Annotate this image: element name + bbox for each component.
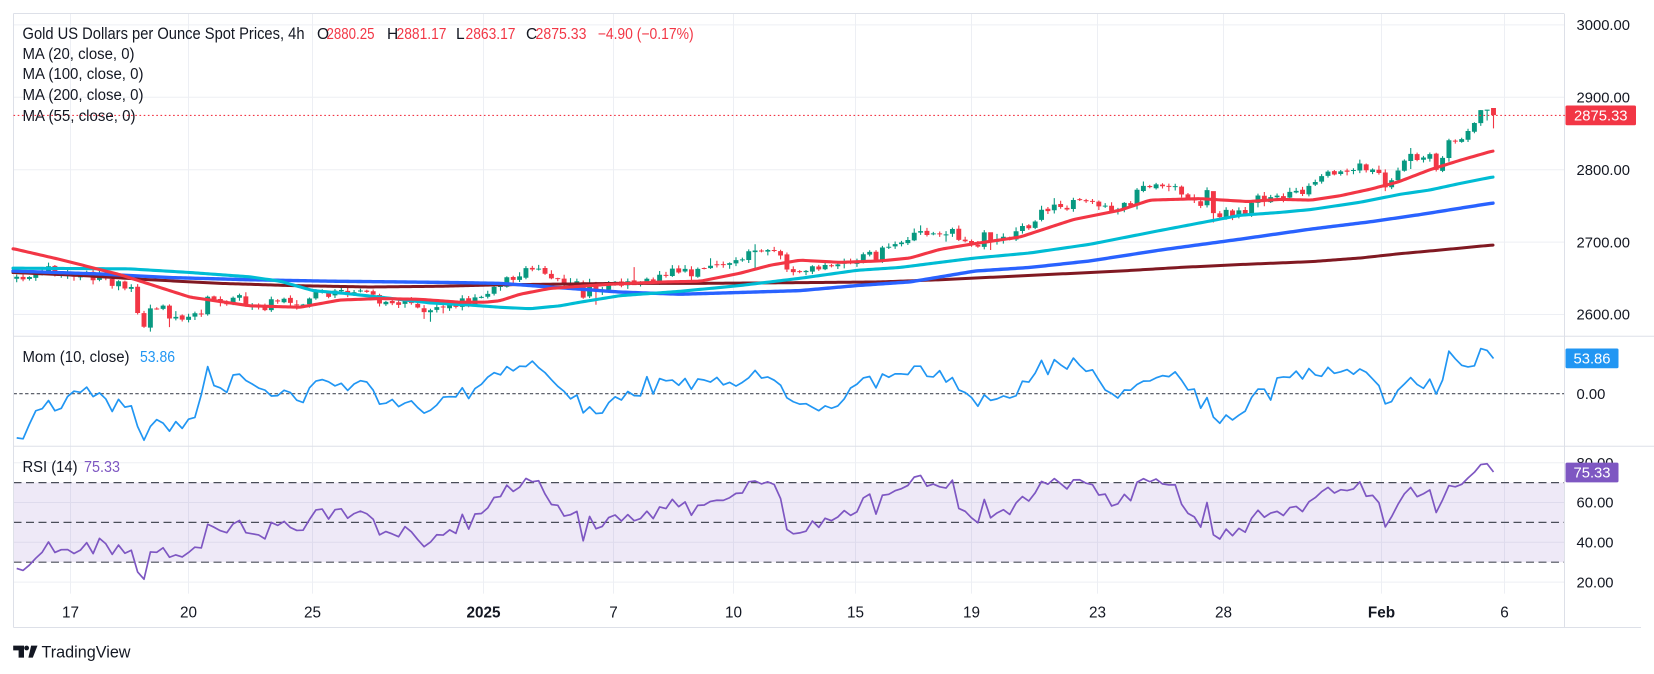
svg-text:H: H	[387, 26, 398, 43]
svg-text:2880.25: 2880.25	[327, 26, 375, 43]
svg-text:10: 10	[725, 605, 742, 622]
svg-text:25: 25	[304, 605, 321, 622]
svg-text:C: C	[526, 26, 537, 43]
svg-text:RSI (14): RSI (14)	[23, 459, 78, 476]
svg-text:2863.17: 2863.17	[466, 26, 516, 43]
svg-text:60.00: 60.00	[1577, 496, 1614, 512]
svg-text:2700.00: 2700.00	[1577, 235, 1631, 251]
svg-text:75.33: 75.33	[1573, 466, 1610, 482]
svg-text:19: 19	[963, 605, 980, 622]
svg-text:75.33: 75.33	[84, 459, 120, 476]
svg-text:17: 17	[62, 605, 79, 622]
svg-text:6: 6	[1500, 605, 1509, 622]
svg-text:2881.17: 2881.17	[397, 26, 447, 43]
svg-text:28: 28	[1215, 605, 1232, 622]
svg-text:MA (55, close, 0): MA (55, close, 0)	[23, 108, 136, 125]
svg-text:MA (20, close, 0): MA (20, close, 0)	[23, 46, 135, 63]
svg-text:0.00: 0.00	[1577, 387, 1606, 403]
svg-text:−4.90 (−0.17%): −4.90 (−0.17%)	[598, 26, 694, 43]
svg-text:Gold US Dollars per Ounce Spot: Gold US Dollars per Ounce Spot Prices, 4…	[23, 24, 305, 43]
svg-text:O: O	[317, 26, 329, 43]
svg-text:20.00: 20.00	[1577, 575, 1614, 591]
svg-text:40.00: 40.00	[1577, 536, 1614, 552]
svg-text:TradingView: TradingView	[42, 642, 132, 661]
svg-text:15: 15	[847, 605, 864, 622]
svg-text:MA (200, close, 0): MA (200, close, 0)	[23, 87, 144, 104]
svg-text:23: 23	[1089, 605, 1106, 622]
svg-text:20: 20	[180, 605, 197, 622]
svg-text:2900.00: 2900.00	[1577, 91, 1631, 107]
svg-text:53.86: 53.86	[1573, 352, 1610, 368]
svg-text:MA (100, close, 0): MA (100, close, 0)	[23, 66, 144, 83]
svg-text:7: 7	[609, 605, 618, 622]
svg-text:2875.33: 2875.33	[1574, 109, 1628, 125]
svg-text:3000.00: 3000.00	[1577, 18, 1631, 34]
svg-text:2025: 2025	[466, 605, 501, 622]
svg-text:L: L	[456, 26, 465, 43]
svg-text:53.86: 53.86	[140, 349, 175, 366]
svg-text:Mom (10, close): Mom (10, close)	[23, 349, 130, 366]
svg-text:2800.00: 2800.00	[1577, 163, 1631, 179]
svg-text:2600.00: 2600.00	[1577, 308, 1631, 324]
svg-text:Feb: Feb	[1368, 605, 1395, 622]
svg-text:2875.33: 2875.33	[536, 26, 587, 43]
